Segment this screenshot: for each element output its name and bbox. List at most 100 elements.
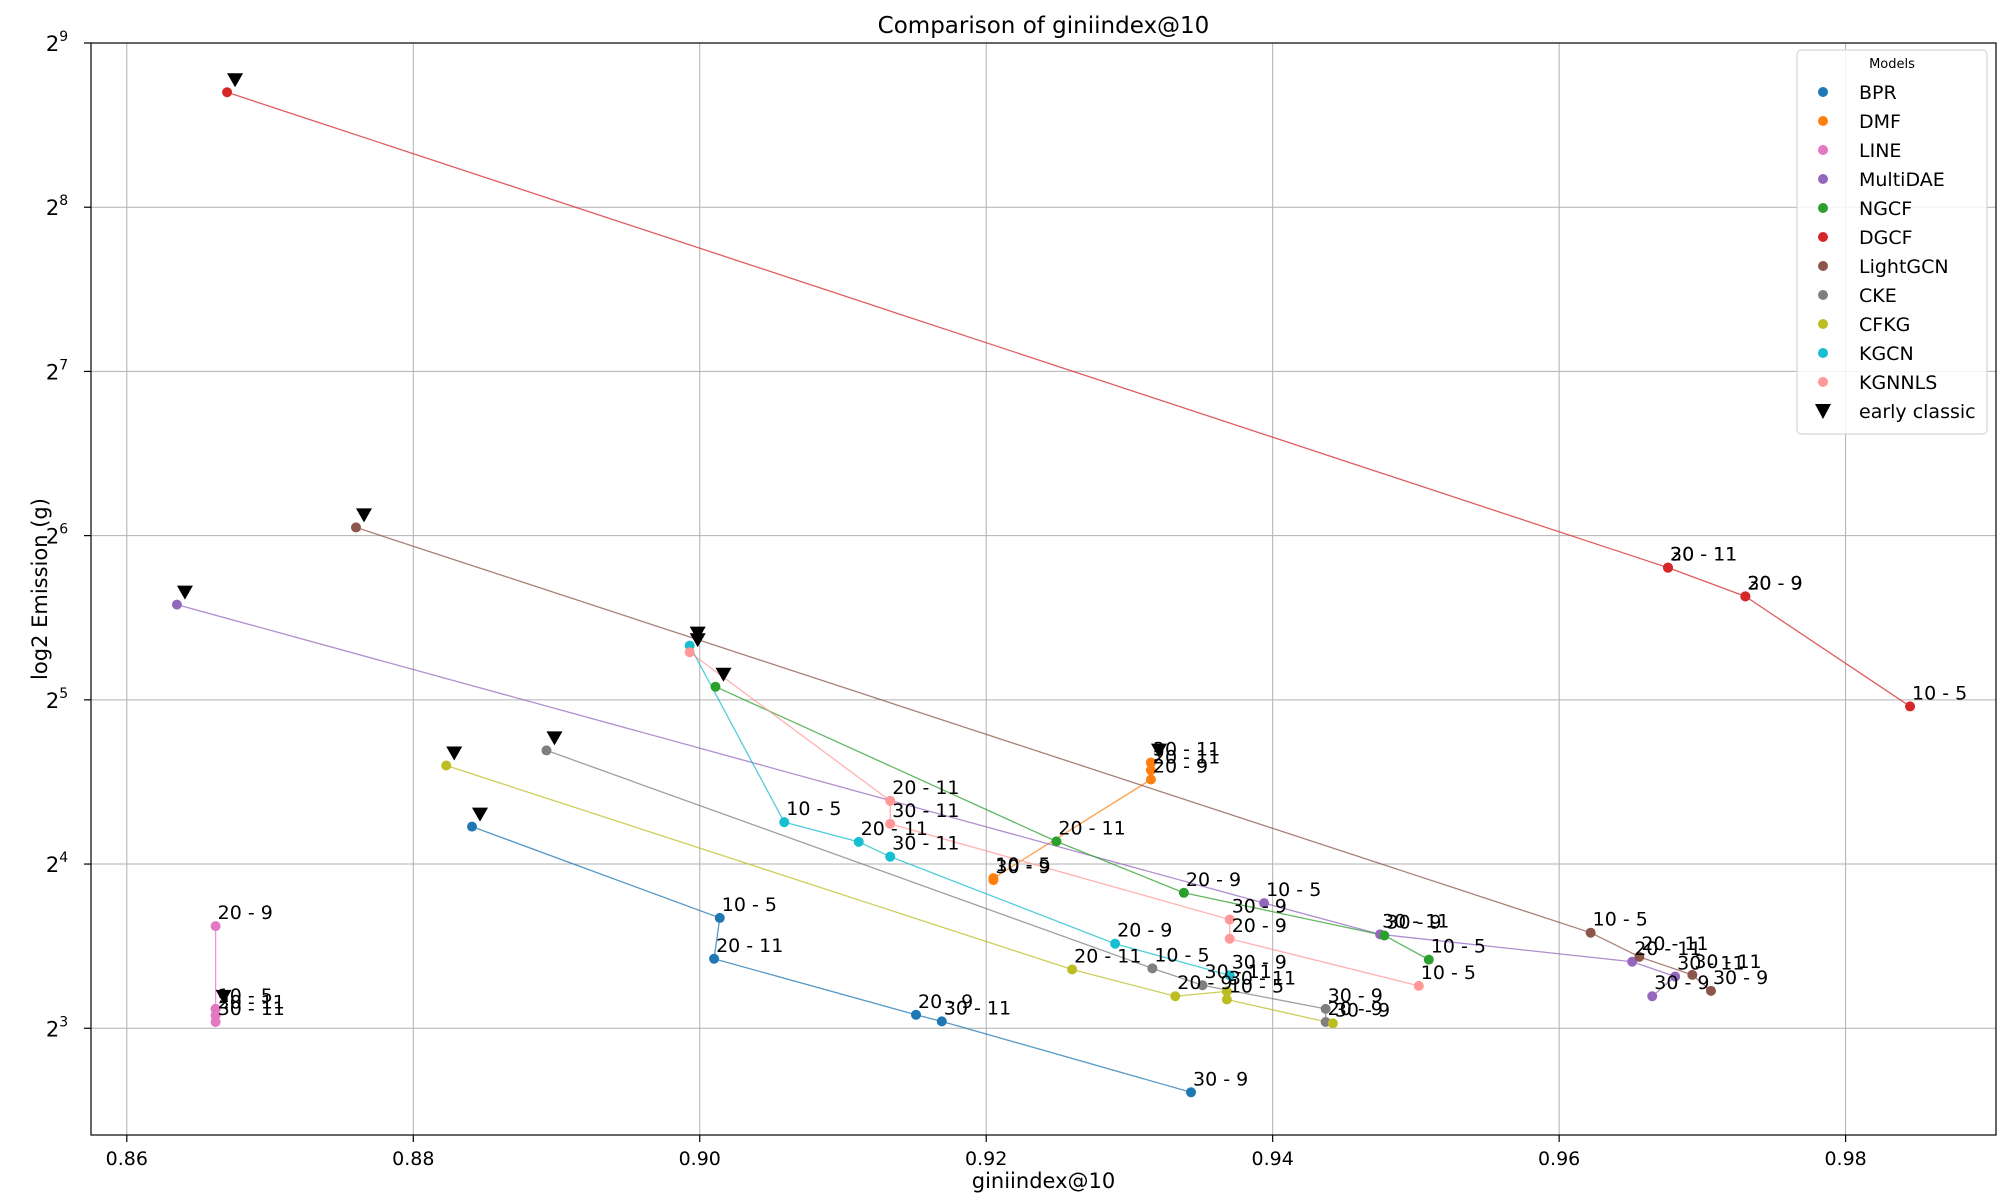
- data-point-ngcf: [1051, 836, 1062, 847]
- point-label: 30 - 9: [1654, 972, 1709, 994]
- data-point-cfkg: [1221, 994, 1232, 1005]
- series-line-multidae: [176, 603, 1677, 997]
- point-label: 30 - 11: [1153, 739, 1220, 761]
- data-point-kgcn: [779, 817, 790, 828]
- point-label: 30 - 11: [1229, 967, 1296, 989]
- legend-label-dmf: DMF: [1859, 111, 1901, 133]
- point-label: 20 - 9: [1186, 869, 1241, 891]
- legend-box: [1796, 49, 1988, 435]
- data-point-ngcf: [1379, 930, 1390, 941]
- legend-marker-multidae: [1818, 174, 1828, 184]
- early-classic-marker: [472, 807, 488, 822]
- point-label: 10 - 5: [1229, 976, 1284, 998]
- series-line-kgcn: [689, 645, 1230, 977]
- data-point-kgnnls: [1224, 914, 1235, 925]
- data-point-cfkg: [1327, 1018, 1338, 1029]
- data-point-ngcf: [1423, 954, 1434, 965]
- point-label: 10 - 5: [786, 798, 841, 820]
- legend-label-kgnnls: KGNNLS: [1859, 372, 1937, 394]
- point-label: 20 - 11: [861, 818, 928, 840]
- point-label: 20 - 9: [1153, 755, 1208, 777]
- point-label: 10 - 5: [1421, 962, 1476, 984]
- point-label: 20 - 11: [892, 777, 959, 799]
- point-label: 20 - 9: [1747, 572, 1802, 594]
- data-point-bpr: [936, 1016, 947, 1027]
- legend-label-ngcf: NGCF: [1859, 198, 1912, 220]
- point-label: 30 - 11: [892, 800, 959, 822]
- early-point-cfkg: [441, 760, 452, 771]
- data-point-dgcf: [1662, 562, 1673, 573]
- point-label: 10 - 5: [1154, 944, 1209, 966]
- point-label: 30 - 9: [1386, 911, 1441, 933]
- y-tick-label: 28: [46, 193, 68, 220]
- y-axis: 23 24 25 26 27 28 29: [46, 29, 91, 1041]
- x-axis: 0.86 0.88 0.90 0.92 0.94 0.96 0.98: [106, 1135, 1867, 1170]
- point-label: 10 - 5: [1912, 682, 1967, 704]
- x-tick-label: 0.90: [679, 1148, 721, 1170]
- data-point-bpr: [911, 1009, 922, 1020]
- x-tick-label: 0.92: [965, 1148, 1007, 1170]
- early-point-cke: [541, 745, 552, 756]
- point-label: 20 - 11: [1153, 746, 1220, 768]
- point-label: 30 - 9: [1747, 572, 1802, 594]
- x-tick-label: 0.98: [1824, 1148, 1866, 1170]
- x-tick-label: 0.94: [1252, 1148, 1294, 1170]
- y-tick-label: 27: [46, 357, 68, 384]
- point-label: 30 - 11: [1382, 910, 1449, 932]
- data-point-kgcn: [885, 851, 896, 862]
- point-label: 20 - 9: [1232, 915, 1287, 937]
- data-point-lightgcn: [1687, 969, 1698, 980]
- series-line-lightgcn: [355, 526, 1712, 992]
- legend-label-lightgcn: LightGCN: [1859, 256, 1949, 278]
- point-label: 20 - 11: [218, 991, 285, 1013]
- data-point-multidae: [1259, 898, 1270, 909]
- data-point-line: [210, 1017, 221, 1028]
- data-point-dgcf: [1740, 591, 1751, 602]
- data-point-kgcn: [853, 836, 864, 847]
- point-label: 10 - 5: [1431, 936, 1486, 958]
- point-label: 10 - 5: [1593, 909, 1648, 931]
- early-classic-marker: [689, 633, 706, 648]
- early-classic-marker: [715, 667, 732, 682]
- legend-label-early-classic: early classic: [1859, 401, 1976, 423]
- early-classic-marker: [215, 989, 232, 1004]
- legend-title: Models: [1869, 57, 1915, 72]
- y-axis-label: log2 Emission (g): [28, 498, 52, 680]
- point-label: 20 - 11: [1058, 817, 1125, 839]
- y-tick-label: 23: [46, 1014, 68, 1041]
- legend-label-line: LINE: [1859, 140, 1901, 162]
- legend-label-kgcn: KGCN: [1859, 343, 1914, 365]
- early-point-kgnnls: [684, 647, 695, 658]
- legend-marker-kgnnls: [1818, 377, 1828, 387]
- point-label: 20 - 11: [716, 935, 783, 957]
- point-label: 30 - 11: [1677, 953, 1744, 975]
- data-point-dmf: [1145, 757, 1156, 768]
- data-point-lightgcn: [1634, 951, 1645, 962]
- point-label: 10 - 5: [1266, 879, 1321, 901]
- point-label: 20 - 9: [1117, 920, 1172, 942]
- point-label: 10 - 5: [722, 894, 777, 916]
- point-label: 30 - 11: [1670, 544, 1737, 566]
- point-label: 30 - 11: [892, 833, 959, 855]
- early-classic-marker: [355, 508, 372, 523]
- early-point-bpr: [467, 821, 477, 832]
- point-label: 20 - 9: [1177, 972, 1232, 994]
- data-point-lightgcn: [1585, 927, 1596, 938]
- early-point-ngcf: [710, 681, 721, 692]
- point-label: 30 - 9: [1193, 1068, 1248, 1090]
- chart-title: Comparison of giniindex@10: [878, 13, 1210, 39]
- plot-frame: [90, 42, 1997, 1136]
- data-point-dmf: [1145, 774, 1156, 785]
- point-label: 30 - 9: [995, 856, 1050, 878]
- data-point-kgnnls: [885, 795, 896, 806]
- early-point-dgcf: [222, 87, 233, 98]
- data-point-kgcn: [1224, 970, 1235, 981]
- point-label: 10 - 5: [995, 854, 1050, 876]
- series-line-dgcf: [226, 91, 1911, 707]
- early-classic-marker: [227, 73, 244, 88]
- legend-label-cke: CKE: [1859, 285, 1897, 307]
- y-tick-label: 26: [46, 522, 68, 549]
- x-tick-label: 0.86: [106, 1148, 148, 1170]
- x-tick-label: 0.88: [392, 1148, 434, 1170]
- point-label: 20 - 9: [918, 991, 973, 1013]
